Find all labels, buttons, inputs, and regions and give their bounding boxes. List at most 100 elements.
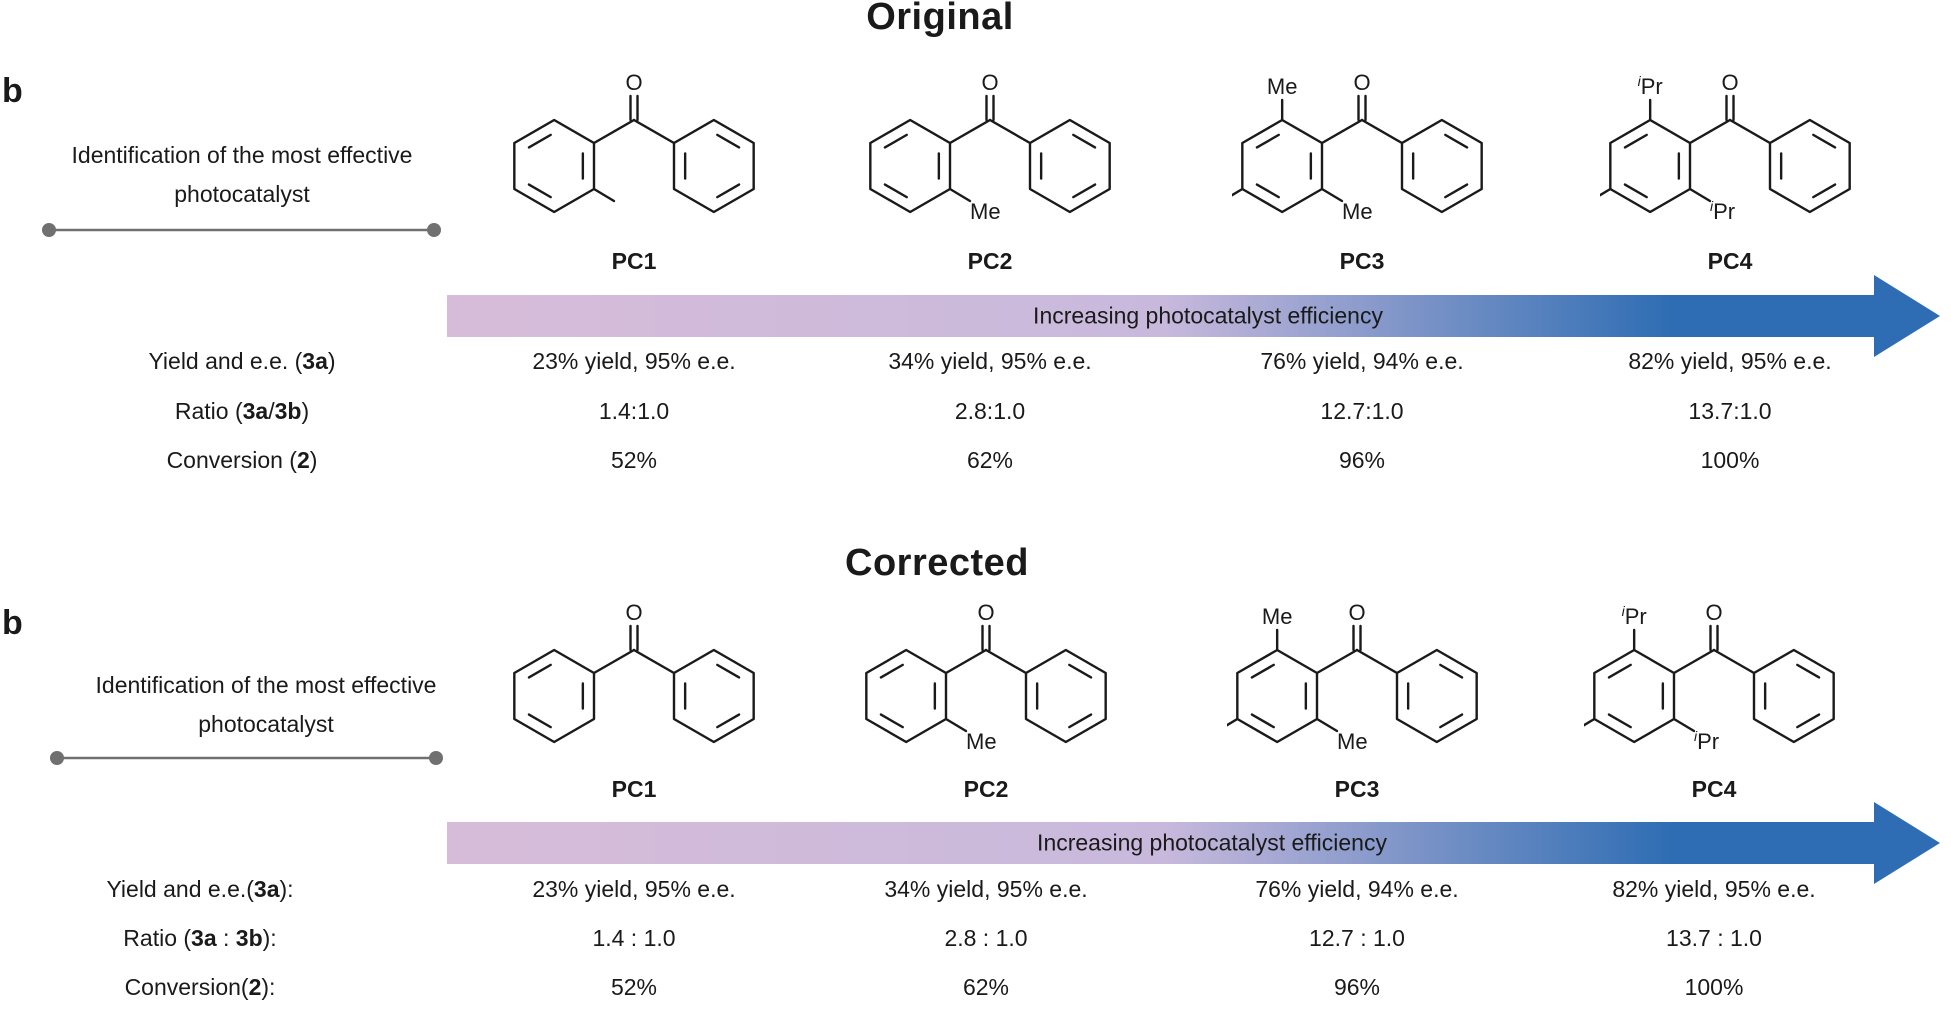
catalyst-label: PC3 (1334, 776, 1380, 802)
row-label: Conversion (2) (167, 447, 318, 474)
row-label-part: ): (261, 974, 276, 1000)
intro-text-line: photocatalyst (198, 711, 334, 737)
oxygen-label: O (1705, 600, 1722, 625)
row-label: Conversion(2): (125, 974, 276, 1001)
table-cell: 100% (1684, 974, 1744, 1000)
arrow-label: Increasing photocatalyst efficiency (1037, 829, 1387, 856)
table-cell: 52% (610, 447, 658, 473)
substituent-top: Me (1267, 74, 1298, 99)
substituent-ortho: Me (970, 199, 1001, 224)
table-cell: 1.4 : 1.0 (592, 925, 676, 951)
row-label-part: Ratio ( (174, 398, 243, 424)
slider-start-dot (42, 223, 56, 237)
oxygen-label: O (625, 600, 642, 625)
row-label-part: ) (301, 398, 310, 424)
structure-pc3: OMeMeMe (1227, 600, 1478, 754)
row-label: Ratio (3a/3b) (175, 398, 309, 425)
row-label-part: ): (279, 876, 294, 902)
row-label-part: Conversion ( (166, 447, 297, 473)
table-cell: 34% yield, 95% e.e. (888, 348, 1092, 374)
catalyst-label: PC4 (1707, 248, 1753, 274)
oxygen-label: O (625, 70, 642, 95)
catalyst-label: PC3 (1339, 248, 1385, 274)
table-cell: 12.7 : 1.0 (1309, 925, 1405, 951)
substituent-top: Me (1262, 604, 1293, 629)
oxygen-label: O (1721, 70, 1738, 95)
substituent-top: iPr (1638, 73, 1663, 99)
intro-text-line: Identification of the most effective (71, 142, 413, 168)
arrow-shape (447, 802, 1940, 884)
table-cell: 100% (1700, 447, 1760, 473)
structure-pc3: OMeMeMe (1232, 70, 1483, 224)
intro-text-line: Identification of the most effective (95, 672, 437, 698)
arrow-label: Increasing photocatalyst efficiency (1033, 302, 1383, 329)
table-cell: 76% yield, 94% e.e. (1260, 348, 1464, 374)
substituent-ortho: iPr (1710, 198, 1735, 224)
row-label-part: 3b (274, 398, 302, 424)
row-label-part: Conversion( (124, 974, 249, 1000)
oxygen-label: O (1348, 600, 1365, 625)
row-label-part: 3a (191, 925, 217, 951)
catalyst-label: PC2 (967, 248, 1013, 274)
substituent-ortho: Me (1342, 199, 1373, 224)
row-label-part: 3b (235, 925, 263, 951)
table-cell: 2.8:1.0 (954, 398, 1026, 424)
substituent-top: iPr (1622, 603, 1647, 629)
substituent-ortho: Me (966, 729, 997, 754)
panel-heading: Corrected (845, 542, 1029, 584)
row-label-part: 2 (296, 447, 310, 473)
table-cell: 34% yield, 95% e.e. (884, 876, 1088, 902)
table-cell: 1.4:1.0 (598, 398, 670, 424)
table-cell: 96% (1338, 447, 1386, 473)
slider-end-dot (427, 223, 441, 237)
slider-line (50, 751, 443, 765)
structure-pc4: OiPriPriPr (1584, 600, 1835, 754)
row-label: Yield and e.e. (3a) (148, 348, 335, 375)
arrow-shape (447, 275, 1940, 357)
substituent-ortho: Me (1337, 729, 1368, 754)
efficiency-arrow (447, 802, 1940, 884)
catalyst-label: PC2 (963, 776, 1009, 802)
table-cell: 76% yield, 94% e.e. (1255, 876, 1459, 902)
oxygen-label: O (977, 600, 994, 625)
table-cell: 12.7:1.0 (1320, 398, 1404, 424)
intro-text-line: photocatalyst (174, 181, 310, 207)
row-label-part: Yield and e.e.( (106, 876, 254, 902)
row-label-part: ): (262, 925, 277, 951)
panel-letter: b (2, 72, 23, 110)
efficiency-arrow (447, 275, 1940, 357)
row-label-part: Ratio ( (123, 925, 192, 951)
slider-start-dot (50, 751, 64, 765)
structure-pc2: O Me (865, 600, 1107, 754)
table-cell: 62% (966, 447, 1014, 473)
slider-end-dot (429, 751, 443, 765)
table-cell: 52% (610, 974, 658, 1000)
structure-pc1: O (513, 600, 755, 744)
table-cell: 2.8 : 1.0 (944, 925, 1028, 951)
substituent-ortho: iPr (1694, 728, 1719, 754)
row-label-part: / (268, 398, 275, 424)
table-cell: 62% (962, 974, 1010, 1000)
slider-line (42, 223, 441, 237)
row-label-part: : (216, 925, 236, 951)
row-label-part: ) (309, 447, 318, 473)
table-cell: 82% yield, 95% e.e. (1612, 876, 1816, 902)
table-cell: 82% yield, 95% e.e. (1628, 348, 1832, 374)
catalyst-label: PC1 (611, 248, 657, 274)
row-label-part: 2 (248, 974, 262, 1000)
panel-letter: b (2, 604, 23, 642)
structure-pc4: OiPriPriPr (1600, 70, 1851, 224)
panel-heading: Original (866, 0, 1014, 38)
table-cell: 13.7 : 1.0 (1666, 925, 1762, 951)
row-label-part: 3a (302, 348, 328, 374)
row-label-part: ) (327, 348, 336, 374)
table-cell: 23% yield, 95% e.e. (532, 876, 736, 902)
row-label: Ratio (3a : 3b): (123, 925, 276, 952)
oxygen-label: O (1353, 70, 1370, 95)
catalyst-label: PC1 (611, 776, 657, 802)
structure-pc1: O (513, 70, 755, 214)
structure-pc2: O Me (869, 70, 1111, 224)
oxygen-label: O (981, 70, 998, 95)
catalyst-label: PC4 (1691, 776, 1737, 802)
